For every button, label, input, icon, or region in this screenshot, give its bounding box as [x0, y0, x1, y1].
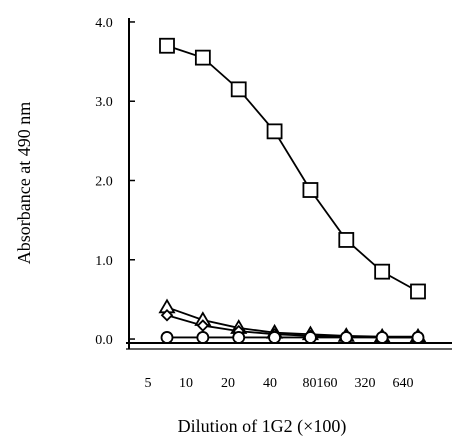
y-tick-label: 3.0	[95, 95, 113, 110]
series-line-square	[166, 44, 419, 293]
data-point-circle	[268, 331, 281, 344]
y-tick-label: 4.0	[95, 16, 113, 31]
data-point-square	[410, 283, 426, 300]
x-tick-label: 320	[355, 376, 376, 391]
x-axis-title: Dilution of 1G2 (×100)	[178, 416, 347, 437]
data-point-square	[230, 81, 247, 98]
data-point-square	[374, 263, 391, 280]
data-point-square	[159, 37, 175, 54]
data-point-circle	[196, 331, 210, 344]
x-tick-label: 640	[393, 376, 414, 391]
data-point-circle	[339, 331, 353, 344]
data-point-circle	[160, 331, 174, 344]
data-point-circle	[411, 331, 425, 344]
y-axis-title: Absorbance at 490 nm	[14, 102, 34, 264]
y-tick-label: 0.0	[95, 333, 113, 348]
y-tick-label: 2.0	[95, 175, 113, 190]
data-point-square	[266, 123, 283, 140]
data-point-diamond	[160, 308, 174, 322]
x-tick-label: 80160	[303, 376, 338, 391]
x-tick-label: 40	[263, 376, 277, 391]
data-point-square	[194, 49, 211, 66]
x-tick-label: 5	[145, 376, 152, 391]
x-tick-label: 20	[221, 376, 235, 391]
data-point-square	[338, 232, 355, 248]
y-tick-label: 1.0	[95, 254, 113, 269]
data-point-circle	[304, 331, 317, 344]
data-point-circle	[375, 331, 389, 344]
data-point-square	[302, 182, 319, 198]
x-tick-label: 10	[179, 376, 193, 391]
data-point-circle	[232, 331, 246, 344]
data-point-diamond	[196, 319, 210, 332]
